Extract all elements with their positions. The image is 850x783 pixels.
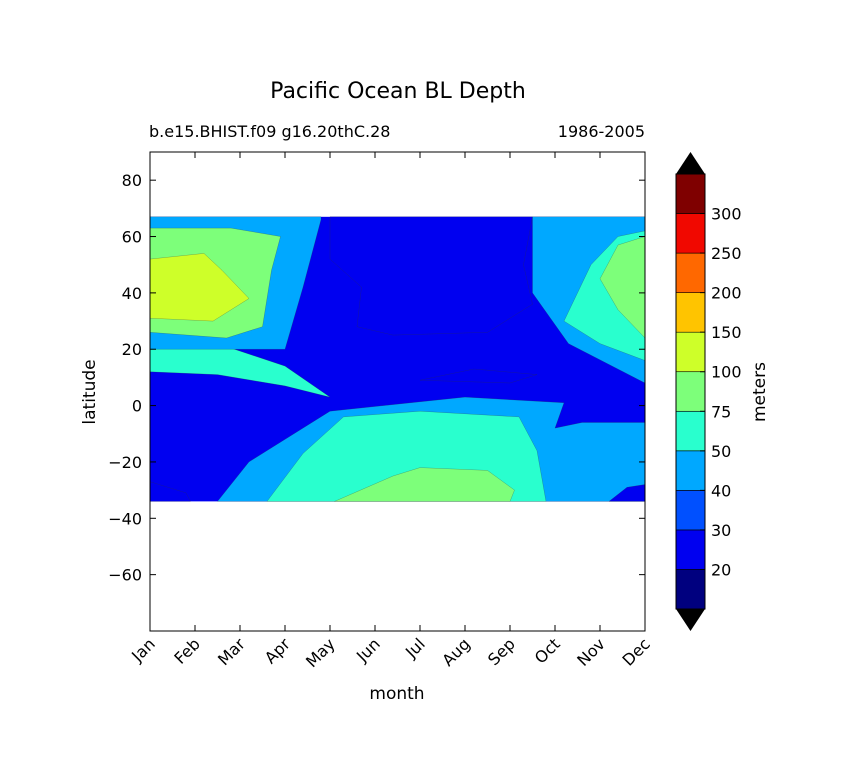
colorbar-segment	[675, 371, 706, 412]
colorbar-segment	[675, 252, 706, 293]
y-axis-label: latitude	[80, 359, 100, 424]
colorbar-segment	[675, 569, 706, 610]
contour-south-winter-core	[334, 467, 515, 502]
contour-summer-north	[329, 216, 533, 336]
heatmap-field	[150, 216, 645, 502]
x-tick-label: Mar	[214, 634, 249, 669]
y-tick-label: 40	[122, 284, 142, 303]
x-tick-label: May	[302, 634, 339, 671]
colorbar-tick-label: 50	[711, 442, 731, 461]
x-tick-label: Jun	[352, 634, 384, 666]
colorbar-tick-label: 150	[711, 323, 742, 342]
x-tick-label: Jul	[401, 634, 429, 662]
x-tick-label: Apr	[261, 634, 294, 667]
x-axis-label: month	[369, 684, 424, 704]
plot-area: Jan Feb Mar Apr May Jun Jul Aug Sep Oct Nov Dec 80 6…	[108, 151, 654, 671]
colorbar-segment	[675, 490, 706, 531]
contour-winter-core-end	[599, 236, 645, 339]
x-tick-label: Nov	[573, 634, 609, 670]
colorbar-segment	[675, 213, 706, 254]
x-tick-label: Jan	[127, 634, 159, 666]
contour-equator-bands	[419, 368, 538, 384]
colorbar-tick-label: 40	[711, 481, 731, 500]
colorbar: 20 30 40 50 75 100 150 200 250 300	[675, 152, 742, 631]
colorbar-label: meters	[750, 362, 770, 422]
colorbar-tick-label: 20	[711, 560, 731, 579]
plot-frame	[149, 151, 646, 632]
x-tick-label: Oct	[531, 634, 564, 667]
y-tick-label: 0	[132, 397, 142, 416]
colorbar-tick-label: 200	[711, 284, 742, 303]
colorbar-frame	[675, 173, 706, 610]
x-tick-label: Feb	[170, 634, 203, 667]
y-tick-label: 60	[122, 228, 142, 247]
colorbar-tick-label: 75	[711, 402, 731, 421]
y-axis-ticks: 80 60 40 20 0 −20 −40 −60	[108, 171, 645, 585]
colorbar-tick-label: 100	[711, 363, 742, 382]
colorbar-segment	[675, 410, 706, 452]
colorbar-segment	[675, 292, 706, 333]
y-tick-label: −60	[108, 566, 142, 585]
colorbar-extend-top	[676, 152, 705, 174]
colorbar-tick-label: 250	[711, 244, 742, 263]
colorbar-segment	[675, 173, 706, 214]
colorbar-segment	[675, 450, 706, 491]
contour-winter-max	[150, 253, 250, 322]
x-tick-label: Dec	[618, 634, 653, 669]
y-tick-label: −40	[108, 509, 142, 528]
colorbar-extend-bottom	[676, 609, 705, 631]
contour-south-corner-end	[608, 484, 645, 502]
x-tick-label: Sep	[484, 634, 519, 669]
colorbar-tick-label: 30	[711, 521, 731, 540]
y-tick-label: −20	[108, 453, 142, 472]
colorbar-segment	[675, 529, 706, 570]
colorbar-segment	[675, 331, 706, 373]
colorbar-tick-label: 300	[711, 205, 742, 224]
chart-subtitle-right: 1986-2005	[558, 122, 645, 141]
y-tick-label: 80	[122, 171, 142, 190]
y-tick-label: 20	[122, 340, 142, 359]
x-tick-label: Aug	[438, 634, 474, 670]
chart-subtitle-left: b.e15.BHIST.f09 g16.20thC.28	[149, 122, 390, 141]
contour-south-corner-start	[150, 481, 191, 502]
chart-title: Pacific Ocean BL Depth	[270, 79, 526, 104]
